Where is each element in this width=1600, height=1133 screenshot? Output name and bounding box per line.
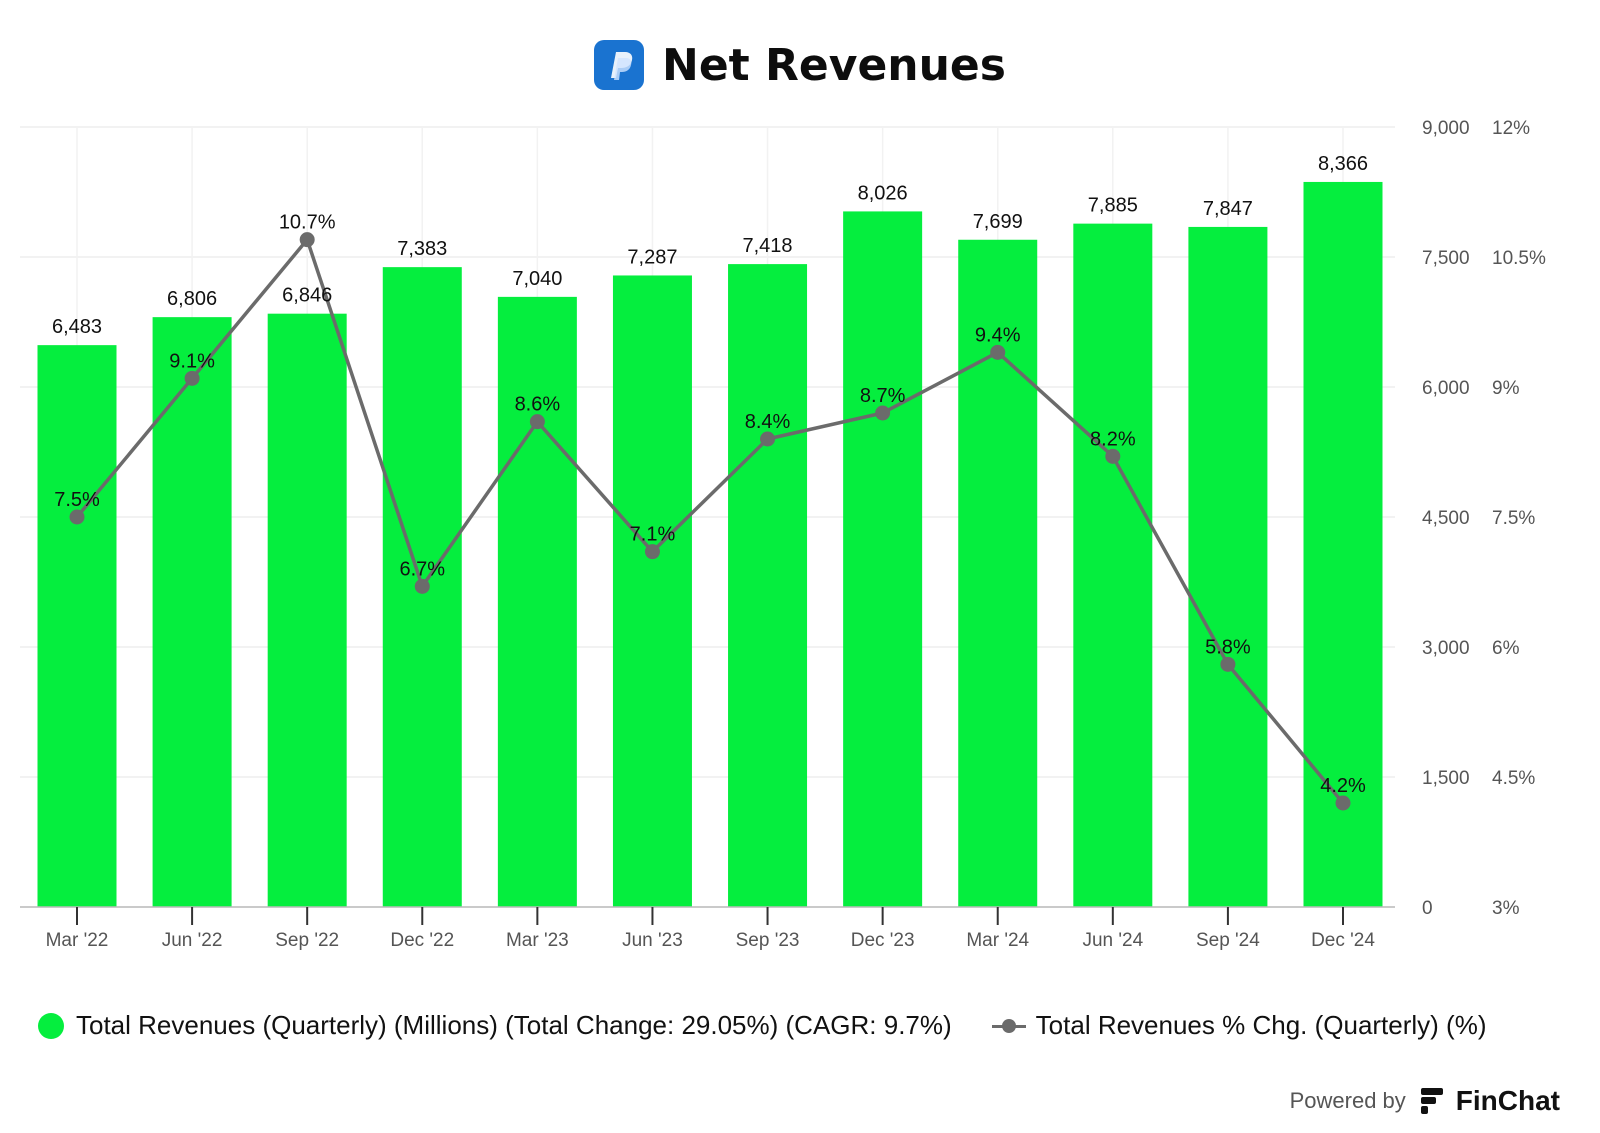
x-tick-label: Dec '24 <box>1311 930 1375 951</box>
x-tick-label: Sep '24 <box>1196 930 1260 951</box>
y-right-tick-label: 7.5% <box>1492 508 1535 529</box>
x-tick-label: Mar '23 <box>506 930 569 951</box>
x-tick-label: Jun '24 <box>1082 930 1143 951</box>
line-value-label: 9.4% <box>975 324 1021 346</box>
bar[interactable] <box>267 313 347 907</box>
y-right-tick-label: 4.5% <box>1492 768 1535 789</box>
legend-bar-marker <box>38 1012 64 1039</box>
x-tick-label: Sep '23 <box>736 930 800 951</box>
line-point[interactable] <box>760 431 776 447</box>
line-value-label: 8.6% <box>515 394 561 416</box>
legend-item-revenues[interactable]: Total Revenues (Quarterly) (Millions) (T… <box>38 1010 952 1041</box>
line-point[interactable] <box>529 414 545 430</box>
legend-bar-label: Total Revenues (Quarterly) (Millions) (T… <box>76 1010 952 1040</box>
legend-item-pct-change[interactable]: Total Revenues % Chg. (Quarterly) (%) <box>991 1010 1487 1041</box>
finchat-brand: FinChat <box>1455 1085 1560 1116</box>
bar[interactable] <box>1073 223 1153 908</box>
x-tick-label: Jun '22 <box>162 930 223 951</box>
line-point[interactable] <box>1105 448 1121 464</box>
y-right-tick-label: 6% <box>1492 638 1520 659</box>
bar[interactable] <box>37 345 117 907</box>
footer: Powered by FinChat <box>1290 1085 1560 1117</box>
y-left-tick-label: 1,500 <box>1422 768 1470 789</box>
line-point[interactable] <box>414 578 430 594</box>
chart-header: Net Revenues <box>0 30 1600 100</box>
bar[interactable] <box>497 296 577 907</box>
bar-value-label: 6,806 <box>167 288 217 310</box>
line-value-label: 6.7% <box>399 558 445 580</box>
y-right-tick-label: 9% <box>1492 378 1520 399</box>
bar[interactable] <box>1188 226 1268 908</box>
line-point[interactable] <box>184 370 200 386</box>
line-point[interactable] <box>1220 656 1236 672</box>
line-value-label: 8.4% <box>745 411 791 433</box>
legend-line-label: Total Revenues % Chg. (Quarterly) (%) <box>1035 1010 1487 1040</box>
chart-canvas: 6,483 6,806 6,846 7,383 7,040 7,287 7,418 8,026… <box>20 118 1546 951</box>
y-left-tick-label: 9,000 <box>1422 118 1470 139</box>
chart-title: Net Revenues <box>662 39 1006 91</box>
line-value-label: 7.5% <box>54 489 100 511</box>
x-tick-label: Jun '23 <box>622 930 683 951</box>
bar-value-label: 8,026 <box>858 182 908 204</box>
y-left-tick-label: 6,000 <box>1422 378 1470 399</box>
bar[interactable] <box>1303 181 1383 908</box>
powered-by-text: Powered by <box>1289 1088 1406 1113</box>
bar-value-label: 8,366 <box>1318 153 1368 175</box>
bar[interactable] <box>843 211 923 907</box>
x-tick-label: Sep '22 <box>275 930 339 951</box>
finchat-logo-icon <box>1420 1088 1443 1114</box>
line-value-label: 8.2% <box>1090 428 1136 450</box>
bar-value-label: 6,846 <box>282 285 332 307</box>
y-right-tick-label: 12% <box>1492 118 1530 139</box>
x-tick-label: Dec '22 <box>390 930 454 951</box>
legend-line-marker <box>991 1013 1026 1039</box>
bar-value-label: 7,699 <box>973 211 1023 233</box>
line-value-label: 10.7% <box>279 212 336 234</box>
y-left-tick-label: 7,500 <box>1422 248 1470 269</box>
pct-change-line <box>75 237 1345 805</box>
bar-value-label: 7,383 <box>397 238 447 260</box>
line-series <box>69 232 1351 811</box>
line-value-label: 9.1% <box>169 350 215 372</box>
y-left-tick-label: 3,000 <box>1422 638 1470 659</box>
axes: 0 3% 1,500 4.5% 3,000 6% 4,500 7.5% 6,000 9% 7,500… <box>20 118 1546 951</box>
bar-value-label: 7,287 <box>627 246 677 268</box>
line-point[interactable] <box>644 544 660 560</box>
y-right-tick-label: 3% <box>1492 898 1520 919</box>
line-value-label: 7.1% <box>630 524 676 546</box>
bar-value-label: 6,483 <box>52 316 102 338</box>
x-tick-label: Dec '23 <box>851 930 915 951</box>
data-labels: 6,483 6,806 6,846 7,383 7,040 7,287 7,418 8,026… <box>52 153 1368 797</box>
line-point[interactable] <box>1335 795 1351 811</box>
bar-value-label: 7,418 <box>743 235 793 257</box>
y-right-tick-label: 10.5% <box>1492 248 1546 269</box>
bar-value-label: 7,040 <box>512 268 562 290</box>
line-value-label: 4.2% <box>1320 775 1366 797</box>
line-value-label: 5.8% <box>1205 636 1251 658</box>
line-point[interactable] <box>875 405 891 421</box>
bar-series <box>37 181 1383 908</box>
x-tick-label: Mar '24 <box>966 930 1029 951</box>
bar-value-label: 7,885 <box>1088 195 1138 217</box>
paypal-logo-icon <box>594 40 645 90</box>
bar[interactable] <box>612 275 692 908</box>
line-point[interactable] <box>69 509 85 525</box>
y-left-tick-label: 4,500 <box>1422 508 1470 529</box>
legend: Total Revenues (Quarterly) (Millions) (T… <box>38 1010 1527 1041</box>
x-tick-label: Mar '22 <box>46 930 109 951</box>
bar-value-label: 7,847 <box>1203 198 1253 220</box>
y-left-tick-label: 0 <box>1422 898 1433 919</box>
line-value-label: 8.7% <box>860 385 906 407</box>
line-point[interactable] <box>990 344 1006 360</box>
line-point[interactable] <box>299 232 315 248</box>
bar[interactable] <box>152 317 232 907</box>
bar[interactable] <box>728 264 808 907</box>
